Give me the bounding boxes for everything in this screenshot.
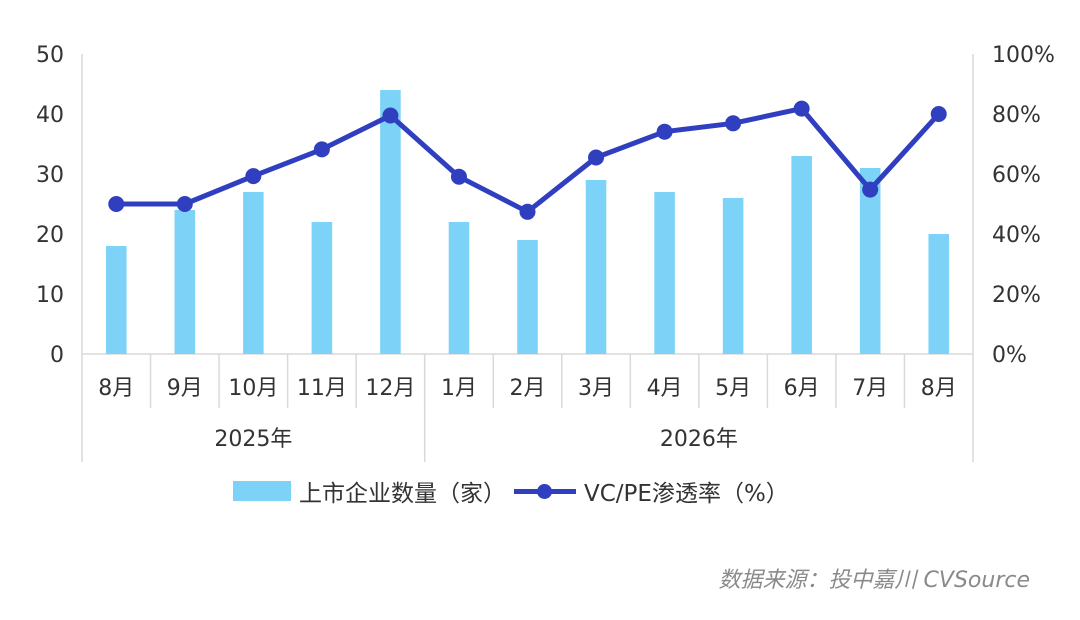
line-point	[588, 149, 605, 166]
x-tick-label: 8月	[98, 376, 134, 401]
line-point	[793, 100, 810, 117]
y-right-tick-label: 100%	[992, 43, 1055, 68]
y-left-tick-label: 20	[36, 223, 64, 248]
x-tick-label: 11月	[297, 376, 347, 401]
bar	[654, 192, 675, 354]
x-tick-label: 7月	[852, 376, 888, 401]
line-point	[725, 115, 742, 132]
bar	[380, 90, 401, 354]
y-right-tick-label: 40%	[992, 223, 1041, 248]
bar	[311, 222, 333, 354]
x-group-label: 2025年	[214, 427, 292, 452]
bar	[791, 156, 812, 354]
x-tick-label: 8月	[921, 376, 957, 401]
bar	[722, 198, 744, 354]
line-point	[450, 168, 467, 185]
source-note: 数据来源：投中嘉川 CVSource	[718, 568, 1030, 593]
legend: 上市企业数量（家） VC/PE渗透率（%）	[233, 474, 789, 508]
x-tick-label: 4月	[647, 376, 683, 401]
bar	[517, 240, 538, 354]
legend-bar-swatch	[233, 481, 291, 501]
penetration-line	[116, 106, 941, 215]
x-tick-label: 5月	[715, 376, 751, 401]
line-point	[245, 168, 262, 185]
x-tick-label: 10月	[228, 376, 278, 401]
x-tick-label: 6月	[784, 376, 820, 401]
x-tick-label: 1月	[441, 376, 477, 401]
y-left-tick-label: 50	[36, 43, 64, 68]
bar	[859, 168, 881, 354]
y-left-tick-label: 0	[50, 343, 64, 368]
line-point	[382, 107, 399, 124]
legend-line-marker	[537, 484, 552, 499]
x-tick-label: 3月	[578, 376, 614, 401]
line-point	[862, 181, 879, 198]
line-point	[313, 141, 330, 158]
legend-line-label: VC/PE渗透率（%）	[584, 481, 789, 507]
x-tick-label: 2月	[510, 376, 546, 401]
bar	[243, 192, 264, 354]
legend-item-line: VC/PE渗透率（%）	[506, 474, 789, 508]
legend-bar-label: 上市企业数量（家）	[299, 481, 506, 507]
bar	[448, 222, 470, 354]
y-right-tick-label: 80%	[992, 103, 1041, 128]
line-point	[108, 196, 125, 212]
bar	[585, 180, 607, 354]
y-right-tick-label: 0%	[992, 343, 1027, 368]
bar	[928, 234, 950, 354]
bar	[174, 210, 196, 354]
line-point	[930, 106, 947, 122]
legend-line-swatch	[514, 481, 576, 501]
line-point	[519, 203, 536, 220]
y-left-tick-label: 40	[36, 103, 64, 128]
y-left-tick-label: 30	[36, 163, 64, 188]
line-point	[176, 196, 193, 212]
y-left-tick-label: 10	[36, 283, 64, 308]
legend-item-bar: 上市企业数量（家）	[233, 474, 506, 508]
x-tick-label: 12月	[365, 376, 415, 401]
y-right-tick-label: 60%	[992, 163, 1041, 188]
bar	[105, 246, 127, 354]
x-group-label: 2026年	[660, 427, 738, 452]
y-right-tick-label: 20%	[992, 283, 1041, 308]
line-point	[656, 123, 673, 140]
x-tick-label: 9月	[167, 376, 203, 401]
